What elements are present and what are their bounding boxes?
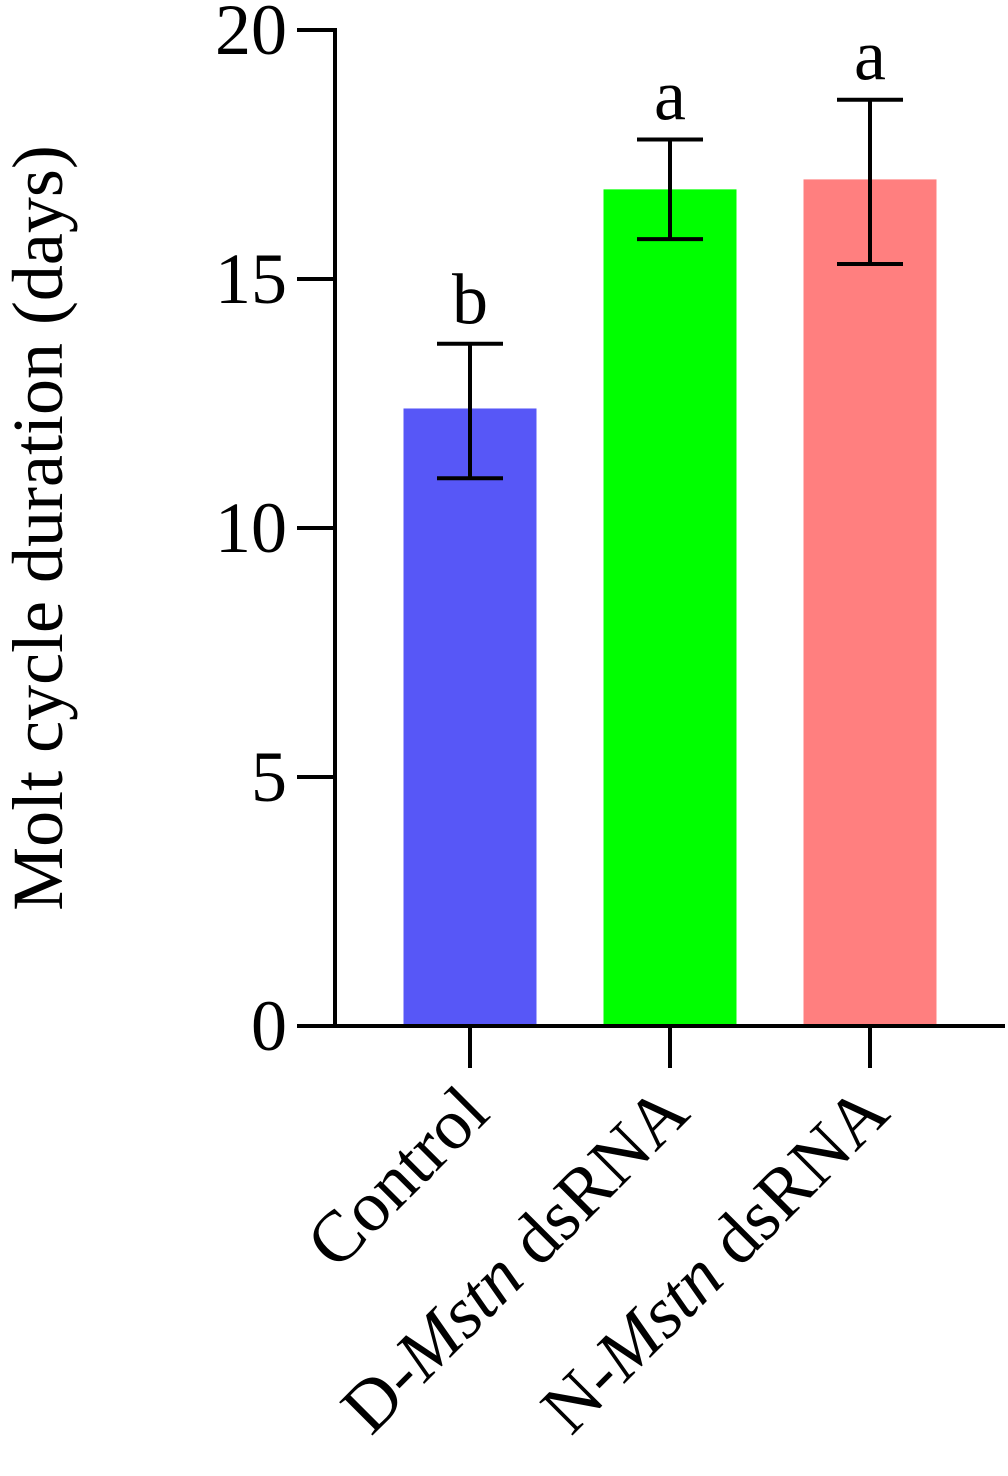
y-tick-label: 15 [215, 239, 287, 319]
bar [603, 189, 737, 1027]
significance-letters-layer: b a a [452, 16, 886, 340]
bar [403, 408, 537, 1027]
bars-layer [403, 179, 937, 1027]
y-axis-label: Molt cycle duration (days) [0, 145, 78, 911]
error-bars-layer [437, 97, 903, 481]
x-tick-label: N-Mstn dsRNA [526, 1071, 904, 1449]
x-tick-label: D-Mstn dsRNA [326, 1071, 704, 1449]
bar [803, 179, 937, 1026]
y-tick-label: 5 [251, 737, 287, 817]
significance-letter: a [854, 16, 886, 96]
significance-letter: a [654, 56, 686, 136]
y-ticks-layer: 0 5 10 15 20 [215, 0, 335, 1066]
y-tick-label: 20 [215, 0, 287, 70]
significance-letter: b [452, 260, 488, 340]
y-tick-label: 10 [215, 488, 287, 568]
y-tick-label: 0 [251, 986, 287, 1066]
